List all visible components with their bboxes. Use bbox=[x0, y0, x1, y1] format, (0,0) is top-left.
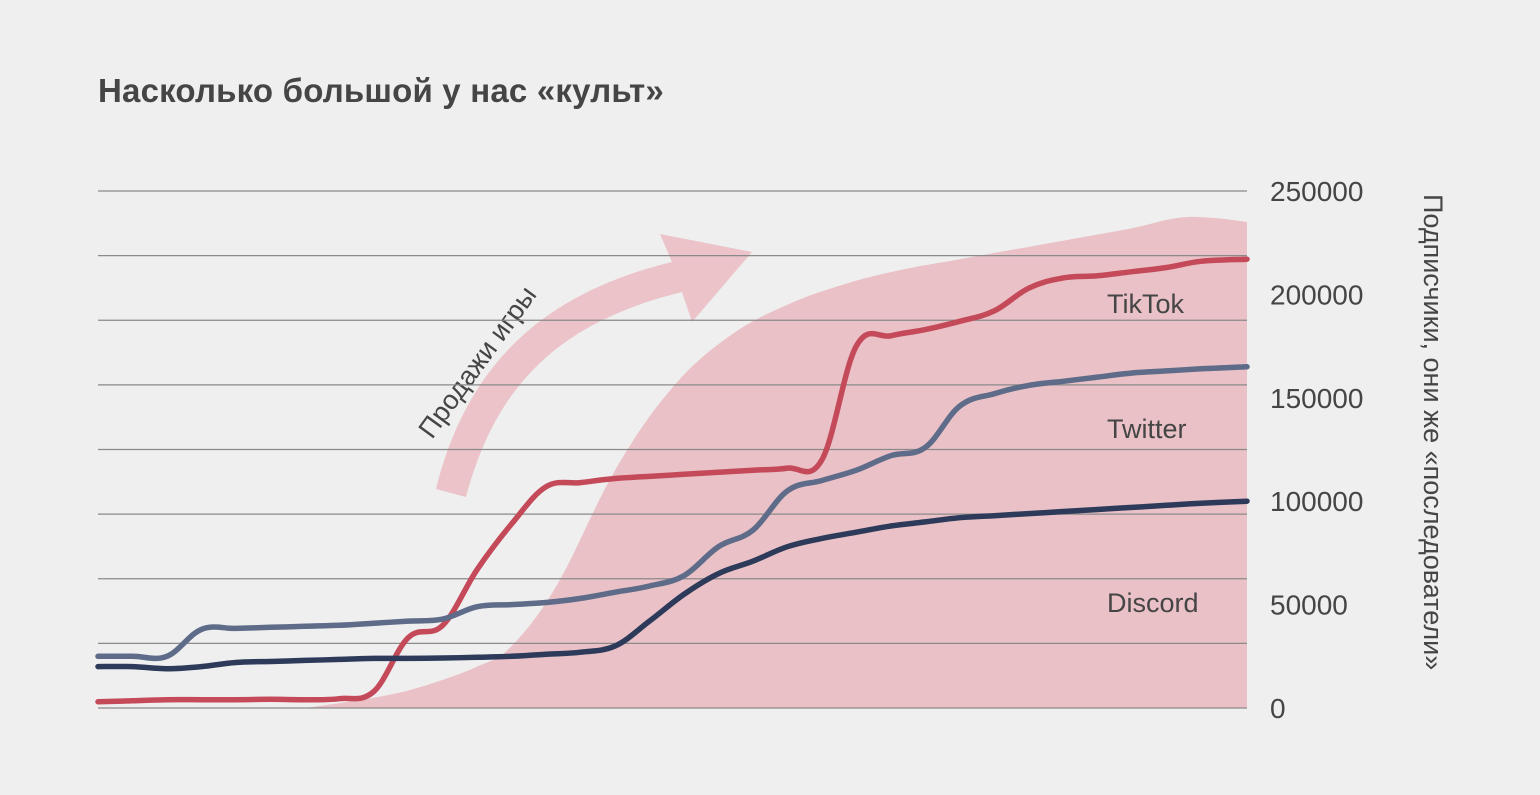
series-labels: TikTok Twitter Discord bbox=[1107, 289, 1199, 618]
series-line-tiktok bbox=[95, 256, 1250, 705]
series-lines bbox=[95, 256, 1250, 705]
series-line-twitter bbox=[95, 364, 1250, 662]
sales-arrow-shape bbox=[436, 234, 752, 497]
series-line-discord bbox=[95, 498, 1250, 672]
y-axis-label: Подписчики, они же «последователи» bbox=[1418, 194, 1448, 670]
y-tick-label: 100000 bbox=[1270, 486, 1363, 517]
game-sales-area-layer bbox=[304, 216, 1247, 708]
y-tick-label: 250000 bbox=[1270, 176, 1363, 207]
y-tick-label: 150000 bbox=[1270, 383, 1363, 414]
game-sales-area bbox=[304, 216, 1247, 708]
series-label-discord: Discord bbox=[1107, 588, 1199, 618]
series-label-tiktok: TikTok bbox=[1107, 289, 1185, 319]
y-tick-labels: 0 50000 100000 150000 200000 250000 bbox=[1270, 176, 1363, 724]
grid-lines bbox=[98, 190, 1247, 709]
y-tick-label: 50000 bbox=[1270, 590, 1348, 621]
series-label-twitter: Twitter bbox=[1107, 414, 1187, 444]
chart-title: Насколько большой у нас «культ» bbox=[98, 72, 664, 109]
y-tick-label: 0 bbox=[1270, 693, 1286, 724]
y-tick-label: 200000 bbox=[1270, 279, 1363, 310]
